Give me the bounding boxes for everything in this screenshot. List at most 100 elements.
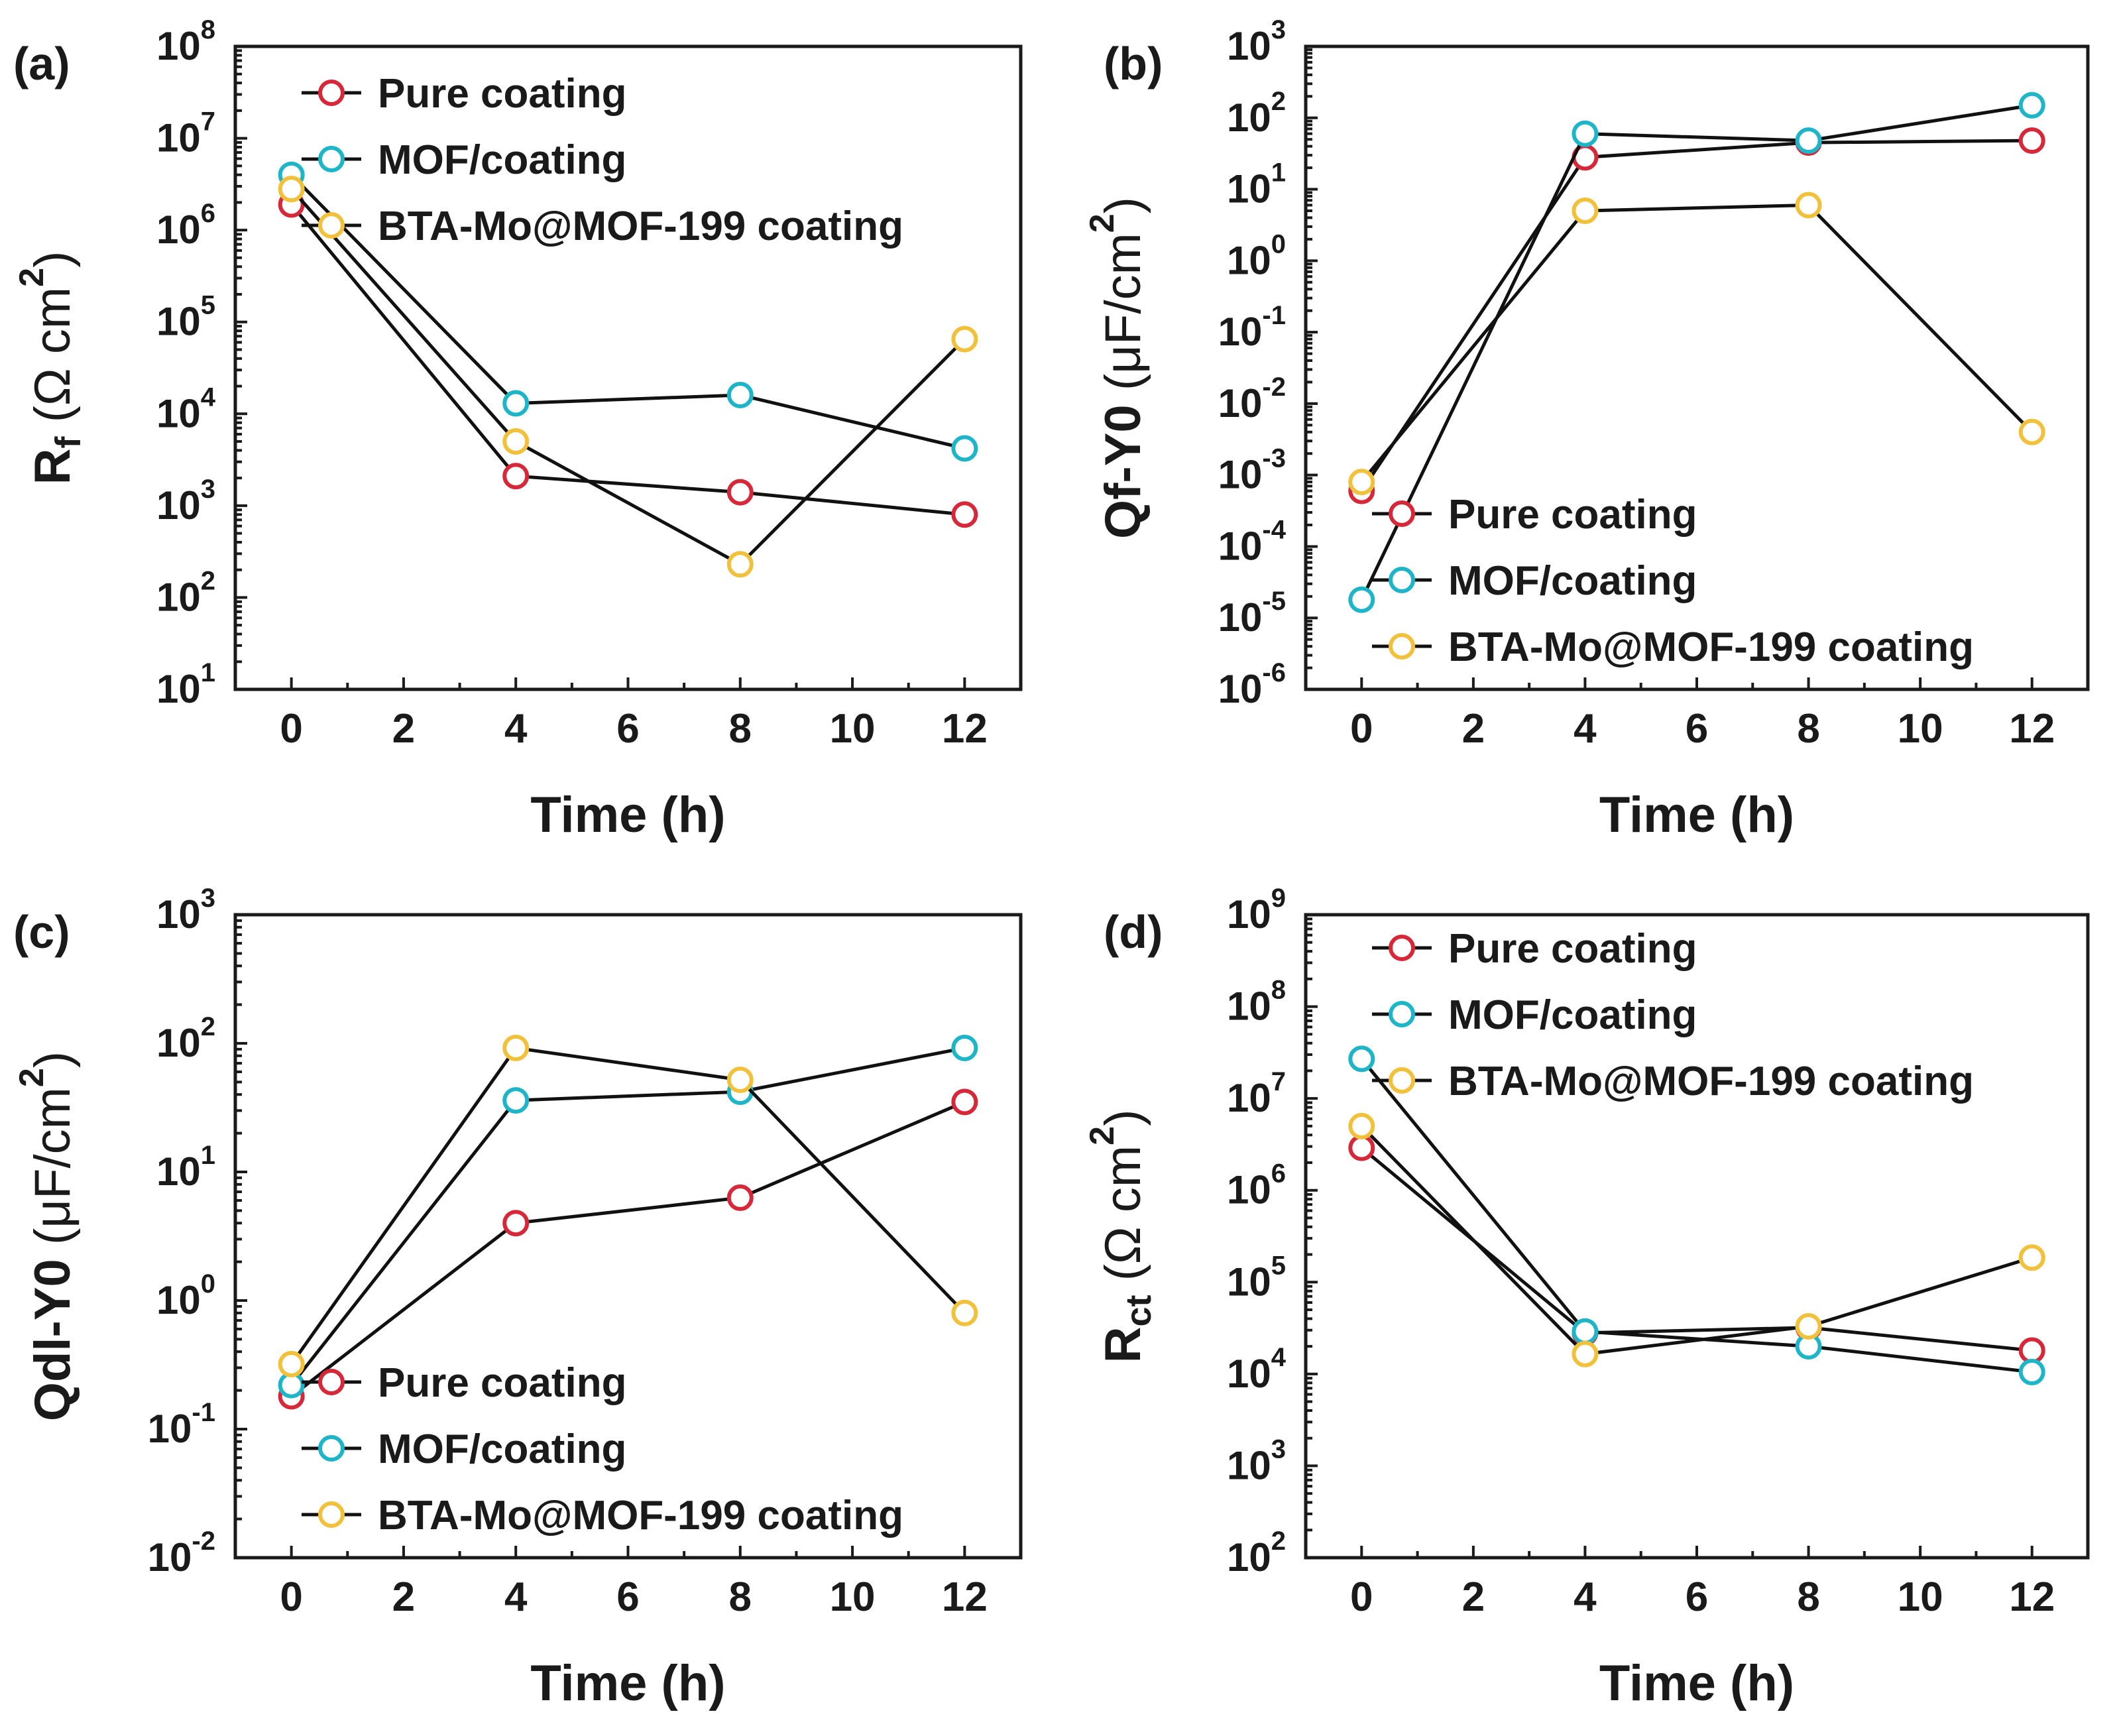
series-line-pure xyxy=(1360,1146,2032,1352)
y-tick-label: 10-3 xyxy=(1218,444,1286,497)
legend-marker-pure xyxy=(1389,500,1415,527)
x-tick-label: 0 xyxy=(1350,1574,1373,1620)
y-tick-label: 10-1 xyxy=(148,1398,215,1451)
data-point-bta xyxy=(726,1067,754,1094)
x-tick-label: 4 xyxy=(504,1574,528,1620)
legend-marker-bta xyxy=(318,1501,345,1528)
x-tick-label: 2 xyxy=(1462,706,1485,752)
legend-marker-bta xyxy=(318,212,345,239)
data-point-mof xyxy=(502,390,530,417)
legend-label-mof: MOF/coating xyxy=(378,137,626,183)
y-tick-label: 106 xyxy=(156,199,215,252)
x-axis-label: Time (h) xyxy=(1599,787,1794,843)
data-point-mof xyxy=(502,1087,530,1114)
legend-marker-mof xyxy=(318,146,345,172)
data-point-bta xyxy=(951,325,978,353)
x-axis-label: Time (h) xyxy=(530,787,725,843)
series-line-mof xyxy=(1360,1057,2033,1374)
y-tick-label: 102 xyxy=(1227,87,1286,140)
data-point-bta xyxy=(1348,469,1375,496)
y-tick-label: 103 xyxy=(156,884,215,937)
y-tick-label: 100 xyxy=(1227,229,1286,282)
y-tick-label: 107 xyxy=(1227,1067,1286,1120)
data-point-bta xyxy=(2018,1244,2045,1271)
data-point-bta xyxy=(726,551,754,578)
y-tick-label: 103 xyxy=(156,475,215,528)
data-point-mof xyxy=(2018,1358,2045,1385)
legend-marker-mof xyxy=(1389,1001,1415,1027)
x-tick-label: 0 xyxy=(1350,706,1373,752)
panel-label: (a) xyxy=(13,38,70,89)
y-tick-label: 100 xyxy=(156,1269,215,1322)
x-tick-label: 12 xyxy=(2009,1574,2055,1620)
x-tick-label: 4 xyxy=(1574,1574,1597,1620)
y-tick-label: 101 xyxy=(1227,158,1286,211)
legend-label-mof: MOF/coating xyxy=(378,1426,626,1472)
legend-marker-pure xyxy=(318,1369,345,1395)
x-tick-label: 6 xyxy=(616,706,639,752)
y-axis-label: Rf (Ω cm2) xyxy=(13,251,89,485)
chart-panel-d: (d) 0 2 4 6 8 10 12 102 103 104 105 106 107 108 109 Time… xyxy=(1083,884,2090,1711)
x-tick-label: 4 xyxy=(1574,706,1597,752)
y-tick-label: 104 xyxy=(1227,1343,1287,1396)
data-point-mof xyxy=(951,1035,978,1062)
x-tick-label: 6 xyxy=(1686,1574,1708,1620)
legend-label-mof: MOF/coating xyxy=(1448,558,1697,604)
data-point-bta xyxy=(951,1299,978,1326)
series-line-pure xyxy=(290,1100,966,1398)
y-tick-label: 105 xyxy=(156,291,215,344)
x-tick-label: 8 xyxy=(729,1574,752,1620)
data-point-bta xyxy=(502,428,530,455)
legend-marker-mof xyxy=(318,1435,345,1462)
y-tick-label: 109 xyxy=(1227,884,1286,937)
data-point-pure xyxy=(951,501,978,528)
legend-marker-bta xyxy=(1389,633,1415,660)
data-point-bta xyxy=(1348,1112,1375,1139)
legend-label-bta: BTA-Mo@MOF-199 coating xyxy=(1448,1059,1974,1104)
y-tick-label: 102 xyxy=(156,1012,215,1065)
y-tick-label: 10-6 xyxy=(1218,658,1286,711)
data-point-mof xyxy=(1572,120,1599,147)
panel-label: (d) xyxy=(1104,906,1163,958)
y-tick-label: 107 xyxy=(156,107,215,160)
x-tick-label: 12 xyxy=(942,706,988,752)
y-axis-label: Qf-Y0 (μF/cm2) xyxy=(1083,197,1151,539)
x-axis-label: Time (h) xyxy=(1599,1655,1794,1711)
y-tick-label: 105 xyxy=(1227,1251,1286,1304)
y-tick-label: 10-2 xyxy=(148,1527,215,1580)
x-tick-label: 4 xyxy=(504,706,528,752)
data-point-mof xyxy=(1795,127,1822,154)
plot-frame xyxy=(233,44,1023,691)
data-point-mof xyxy=(1572,1318,1599,1345)
legend-label-bta: BTA-Mo@MOF-199 coating xyxy=(1448,624,1974,670)
x-tick-label: 8 xyxy=(1797,706,1819,752)
x-tick-label: 10 xyxy=(830,1574,876,1620)
data-point-pure xyxy=(2018,127,2045,154)
panel-label: (b) xyxy=(1104,38,1163,89)
data-point-pure xyxy=(2018,1337,2045,1364)
data-point-mof xyxy=(726,382,754,409)
legend-marker-pure xyxy=(1389,935,1415,961)
panel-label: (c) xyxy=(13,906,70,958)
legend-label-pure: Pure coating xyxy=(378,1360,627,1406)
data-point-mof xyxy=(1348,586,1375,613)
series-line-pure xyxy=(290,203,965,516)
y-tick-label: 103 xyxy=(1227,15,1286,68)
data-point-pure xyxy=(502,1210,530,1237)
y-tick-label: 106 xyxy=(1227,1159,1286,1212)
data-point-mof xyxy=(2018,91,2045,119)
y-axis-label: Qdl-Y0 (μF/cm2) xyxy=(13,1051,81,1421)
series-line-bta xyxy=(290,1046,966,1365)
y-tick-label: 10-5 xyxy=(1218,587,1286,640)
legend-label-pure: Pure coating xyxy=(1448,492,1697,538)
data-point-mof xyxy=(951,435,978,462)
series-line-mof xyxy=(290,1046,965,1387)
x-tick-label: 10 xyxy=(1898,1574,1943,1620)
x-tick-label: 12 xyxy=(942,1574,988,1620)
chart-panel-c: (c) 0 2 4 6 8 10 12 10-2 10-1 100 101 102 103 Time (h)… xyxy=(13,884,1023,1711)
data-point-pure xyxy=(1348,1134,1375,1161)
y-tick-label: 102 xyxy=(156,566,215,619)
y-tick-label: 103 xyxy=(1227,1434,1286,1487)
y-tick-label: 101 xyxy=(156,1141,215,1194)
y-axis-label: Rct (Ω cm2) xyxy=(1083,1110,1159,1363)
